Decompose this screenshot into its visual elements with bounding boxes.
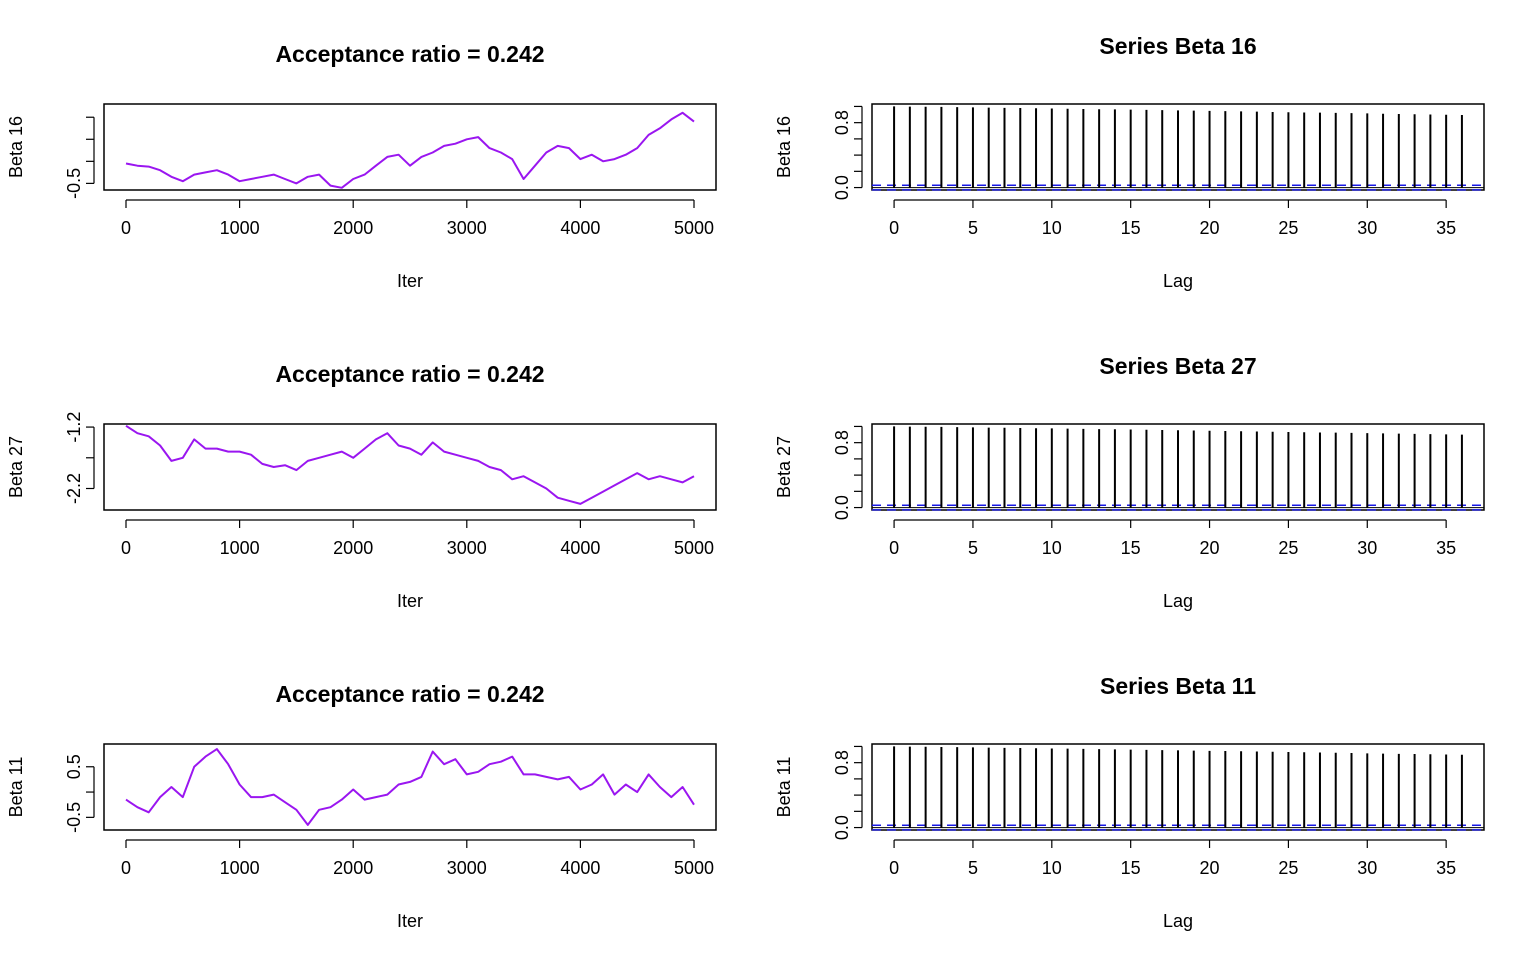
x-tick-label: 20 [1200,538,1220,558]
x-tick-label: 30 [1357,858,1377,878]
acf-plot: Series Beta 27 Beta 27 Lag 0 5 10 15 20 25 30 35 0.… [774,353,1485,611]
x-tick-label: 0 [121,218,131,238]
y-tick-label: 0.8 [832,430,852,455]
y-axis-label: Beta 27 [774,436,794,498]
acf-plot: Series Beta 16 Beta 16 Lag 0 5 10 15 20 25 30 35 0.… [774,33,1485,291]
x-tick-label: 30 [1357,538,1377,558]
x-tick-label: 4000 [560,858,600,878]
y-tick-label: -0.5 [64,802,84,833]
chart-title: Series Beta 11 [1100,673,1256,699]
x-tick-label: 0 [889,218,899,238]
trace-plot: Acceptance ratio = 0.242 Beta 27 Iter 0 1000… [6,361,717,611]
plot-frame [103,423,717,511]
x-axis-label: Lag [1163,591,1193,611]
x-tick-label: 2000 [333,538,373,558]
x-tick-label: 35 [1436,538,1456,558]
x-tick-label: 25 [1278,858,1298,878]
x-tick-label: 5000 [674,218,714,238]
x-tick-label: 5000 [674,858,714,878]
y-tick-label: -1.2 [64,412,84,443]
x-tick-label: 4000 [560,538,600,558]
y-tick-label: 0.8 [832,750,852,775]
chart-title: Series Beta 16 [1099,33,1256,59]
y-axis-label: Beta 11 [774,757,794,818]
x-tick-label: 5 [968,218,978,238]
x-tick-label: 1000 [220,858,260,878]
x-tick-label: 20 [1200,218,1220,238]
acf-plot: Series Beta 11 Beta 11 Lag 0 5 10 15 20 25 30 35 0.… [774,673,1485,931]
x-tick-label: 10 [1042,858,1062,878]
x-tick-label: 15 [1121,858,1141,878]
y-tick-label: 0.0 [832,815,852,840]
y-axis-label: Beta 16 [6,116,26,178]
x-axis-label: Iter [397,271,423,291]
x-tick-label: 5 [968,538,978,558]
x-tick-label: 35 [1436,858,1456,878]
x-tick-label: 3000 [447,858,487,878]
y-tick-label: -2.2 [64,473,84,504]
x-tick-label: 0 [889,538,899,558]
x-tick-label: 10 [1042,218,1062,238]
x-axis-label: Lag [1163,271,1193,291]
x-axis-label: Iter [397,911,423,931]
y-tick-label: 0.5 [64,754,84,779]
x-tick-label: 3000 [447,538,487,558]
chart-title: Acceptance ratio = 0.242 [275,681,544,707]
trace-series-line [125,748,695,826]
x-tick-label: 3000 [447,218,487,238]
x-tick-label: 25 [1278,538,1298,558]
y-axis-label: Beta 11 [6,757,26,818]
x-tick-label: 0 [889,858,899,878]
chart-title: Series Beta 27 [1099,353,1256,379]
x-tick-label: 4000 [560,218,600,238]
trace-series-line [125,424,695,505]
trace-series-line [125,111,695,189]
y-axis-label: Beta 27 [6,436,26,498]
x-tick-label: 20 [1200,858,1220,878]
plot-frame [103,743,717,831]
x-tick-label: 15 [1121,538,1141,558]
x-tick-label: 2000 [333,218,373,238]
x-tick-label: 30 [1357,218,1377,238]
x-tick-label: 1000 [220,218,260,238]
x-tick-label: 25 [1278,218,1298,238]
y-tick-label: 0.8 [832,110,852,135]
x-tick-label: 5 [968,858,978,878]
x-tick-label: 35 [1436,218,1456,238]
x-tick-label: 15 [1121,218,1141,238]
x-tick-label: 2000 [333,858,373,878]
x-tick-label: 5000 [674,538,714,558]
y-axis-label: Beta 16 [774,116,794,178]
x-axis-label: Lag [1163,911,1193,931]
x-tick-label: 0 [121,538,131,558]
trace-plot: Acceptance ratio = 0.242 Beta 11 Iter 0 1000… [6,681,717,931]
x-tick-label: 10 [1042,538,1062,558]
x-axis-label: Iter [397,591,423,611]
y-tick-label: -0.5 [64,168,84,199]
plot-frame [103,103,717,191]
chart-title: Acceptance ratio = 0.242 [275,41,544,67]
trace-plot: Acceptance ratio = 0.242 Beta 16 Iter 0 1000… [6,41,717,291]
x-tick-label: 1000 [220,538,260,558]
y-tick-label: 0.0 [832,495,852,520]
x-tick-label: 0 [121,858,131,878]
y-tick-label: 0.0 [832,175,852,200]
chart-title: Acceptance ratio = 0.242 [275,361,544,387]
